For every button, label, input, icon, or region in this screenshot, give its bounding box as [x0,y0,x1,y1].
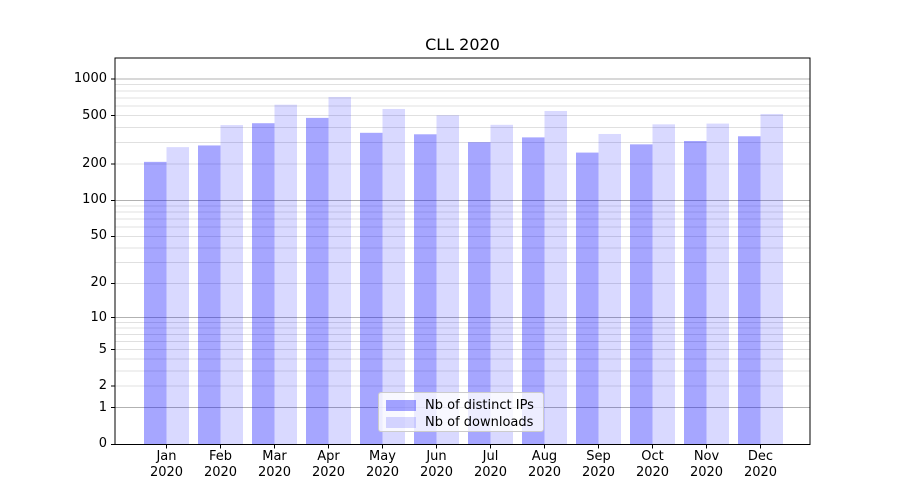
bar-distinct-ips [684,141,707,445]
bar-downloads [706,123,729,445]
x-tick-label: Apr 2020 [311,449,346,480]
bar-downloads [490,124,513,445]
bar-distinct-ips [198,145,221,445]
bar-distinct-ips [468,142,491,445]
legend: Nb of distinct IPs Nb of downloads [378,392,544,432]
bar-downloads [328,96,351,445]
bar-downloads [166,147,189,445]
bar-distinct-ips [144,161,167,445]
bar-downloads [274,104,297,445]
bar-downloads [652,124,675,445]
bar-distinct-ips [252,123,275,445]
y-tick-label: 100 [82,192,107,208]
bar-distinct-ips [306,117,329,445]
y-tick-label: 1000 [73,71,107,87]
bar-downloads [544,110,567,445]
bar-downloads [382,108,405,445]
x-tick-label: Nov 2020 [689,449,724,480]
bar-downloads [220,125,243,445]
x-tick-label: Jan 2020 [149,449,184,480]
y-tick-label: 0 [98,436,107,452]
x-tick-label: May 2020 [365,449,400,480]
legend-swatch-downloads [386,416,416,428]
legend-swatch-distinct-ips [386,399,416,411]
y-tick-label: 200 [82,155,107,171]
legend-label-distinct-ips: Nb of distinct IPs [425,397,534,413]
bar-distinct-ips [576,152,599,445]
bar-downloads [760,113,783,445]
bar-downloads [436,115,459,445]
y-tick-label: 1 [98,399,107,415]
x-tick-label: Sep 2020 [581,449,616,480]
y-tick-label: 20 [90,275,107,291]
bar-distinct-ips [360,132,383,445]
x-tick-label: Dec 2020 [743,449,778,480]
x-tick-label: Jun 2020 [419,449,454,480]
y-tick-label: 50 [90,228,107,244]
y-tick-label: 5 [98,341,107,357]
bar-distinct-ips [414,134,437,445]
x-tick-label: Aug 2020 [527,449,562,480]
bar-distinct-ips [738,136,761,445]
y-tick-label: 10 [90,309,107,325]
chart-title: CLL 2020 [425,35,500,54]
x-tick-label: Oct 2020 [635,449,670,480]
x-tick-label: Jul 2020 [473,449,508,480]
bar-downloads [598,133,621,445]
y-tick-label: 500 [82,107,107,123]
legend-item-downloads: Nb of downloads [386,414,543,430]
legend-label-downloads: Nb of downloads [425,414,534,430]
bar-distinct-ips [630,144,653,445]
x-tick-label: Mar 2020 [257,449,292,480]
legend-item-distinct-ips: Nb of distinct IPs [386,397,543,413]
x-tick-label: Feb 2020 [203,449,238,480]
plot-frame [114,57,811,445]
bar-distinct-ips [522,137,545,445]
y-tick-label: 2 [98,378,107,394]
